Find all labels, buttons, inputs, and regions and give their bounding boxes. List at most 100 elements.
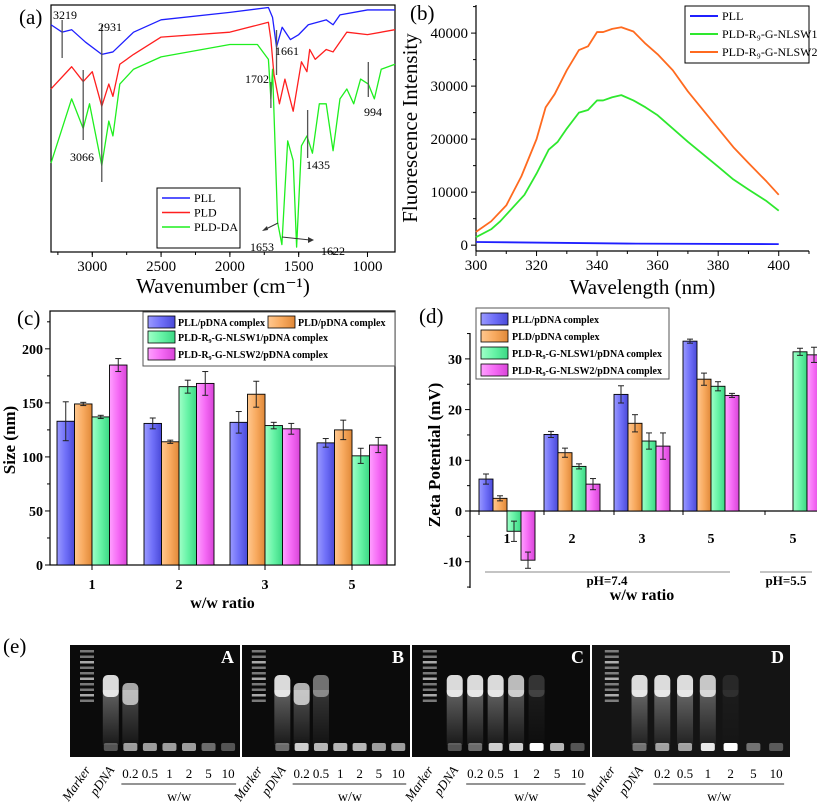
well-band [550, 743, 565, 751]
bar [91, 416, 110, 566]
legend-label: PLD-R₉-G-NLSW1/pDNA complex [178, 333, 328, 344]
legend-swatch [147, 347, 176, 361]
dna-smear [631, 690, 648, 745]
bar [724, 394, 740, 512]
dna-smear [699, 690, 716, 745]
marker-band [604, 650, 619, 653]
dna-band [274, 675, 291, 697]
series-line-0 [475, 241, 779, 246]
dna-smear [274, 690, 291, 745]
bar [696, 378, 712, 512]
dna-band [122, 683, 139, 705]
x-axis-title: w/w ratio [610, 587, 674, 604]
marker-band [80, 683, 94, 686]
x-axis-title: Wavenumber (cm⁻¹) [136, 274, 310, 298]
well-band [313, 743, 328, 751]
marker-band [422, 688, 437, 691]
marker-band [422, 694, 437, 697]
y-tick-label: 40000 [431, 26, 469, 42]
legend-label: PLD-R₉-G-NLSW1 [722, 27, 817, 41]
marker-band [251, 683, 266, 686]
well-band [678, 743, 693, 751]
lane-label-ratio: 0.2 [294, 766, 310, 781]
marker-band [422, 661, 437, 664]
lane-label-ratio: 5 [205, 766, 212, 781]
well-band [352, 743, 367, 751]
lane-label-pdna: pDNA [614, 763, 646, 799]
gel-panel-letter: B [392, 647, 404, 667]
series-line-pld-da [50, 43, 396, 248]
y-tick-label: 20000 [431, 132, 469, 148]
y-axis-title: Fluorescence Intensity [398, 33, 422, 223]
legend-label: PLL [194, 191, 215, 205]
marker-band [251, 694, 266, 697]
arrow-head-icon [308, 237, 314, 243]
x-tick-label: 5 [349, 578, 356, 593]
lane-label-ratio: 1 [705, 766, 712, 781]
x-tick-label: 340 [586, 258, 609, 274]
y-tick-label: 10 [448, 454, 462, 469]
lane-label-ratio: 2 [727, 766, 734, 781]
legend-swatch [480, 363, 509, 377]
well-band [632, 743, 647, 751]
x-tick-label: 3 [639, 532, 646, 547]
dna-smear [654, 690, 671, 745]
y-tick-label: 100 [22, 451, 43, 466]
y-tick-label: -10 [443, 556, 462, 571]
well-band [509, 743, 524, 751]
peak-label: 1622 [321, 244, 345, 258]
well-band [570, 743, 585, 751]
bar [196, 382, 215, 566]
marker-band [251, 688, 266, 691]
lane-label-ratio: 10 [770, 766, 783, 781]
size-bar-chart: 0 50 100 150 200 1 2 3 5 w/w ratio Size (nm) PLL/pD… [0, 310, 396, 612]
series-line-1 [475, 94, 780, 239]
dna-band [467, 675, 484, 697]
legend-swatch [147, 330, 176, 344]
legend-label: PLL/pDNA complex [512, 315, 599, 326]
dna-smear [467, 690, 484, 745]
x-tick-label: 1500 [284, 259, 314, 275]
bar [351, 455, 370, 566]
lane-label-ratio: 1 [337, 766, 344, 781]
marker-band [80, 694, 94, 697]
bar [613, 393, 629, 512]
bar [316, 442, 335, 566]
peak-label: 1661 [275, 44, 299, 58]
bar [56, 420, 75, 566]
dna-band [312, 675, 329, 697]
bar [264, 425, 283, 566]
lane-label-ratio: 0.5 [488, 766, 504, 781]
fluorescence-chart: 300 320 340 360 380 400 0 10000 20000 30000 40000 W… [398, 5, 817, 299]
legend-label: PLD-R₉-G-NLSW2/pDNA complex [178, 350, 328, 361]
well-band [103, 743, 118, 751]
dna-band [508, 675, 525, 697]
marker-band [80, 688, 94, 691]
series-line-pld [50, 21, 396, 112]
legend-swatch [267, 315, 296, 329]
x-tick-label: 400 [767, 258, 790, 274]
marker-band [80, 650, 94, 653]
gel-panel-letter: A [221, 647, 234, 667]
well-band [221, 743, 236, 751]
x-tick-label: 1000 [352, 259, 382, 275]
peak-label: 1435 [306, 158, 330, 172]
y-tick-label: 200 [22, 343, 43, 358]
marker-band [80, 699, 94, 702]
y-tick-label: 20 [448, 404, 462, 419]
ratio-group-label: w/w [707, 790, 732, 805]
marker-band [251, 650, 266, 653]
marker-band [422, 677, 437, 680]
y-axis-title: Zeta Potential (mV) [425, 383, 444, 527]
dna-band [699, 675, 716, 697]
group-label: pH=5.5 [766, 573, 807, 588]
y-tick-label: 50 [29, 505, 43, 520]
marker-band [422, 655, 437, 658]
y-axis-title: Size (nm) [0, 406, 19, 474]
x-axis-title: Wavelength (nm) [570, 275, 716, 299]
lane-label-ratio: 10 [392, 766, 405, 781]
bar [571, 465, 587, 512]
bar [806, 354, 817, 512]
lane-label-ratio: 10 [222, 766, 235, 781]
